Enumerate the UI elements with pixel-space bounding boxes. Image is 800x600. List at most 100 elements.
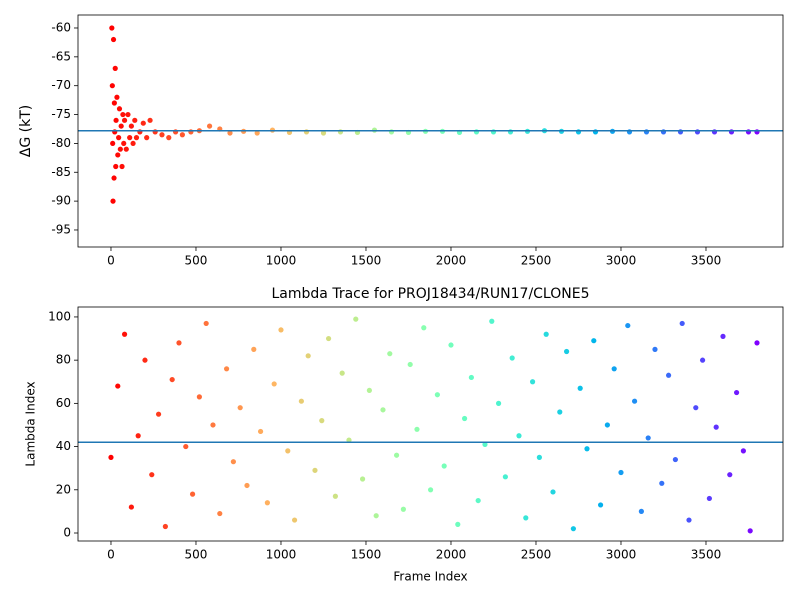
point: [166, 135, 172, 141]
x-tick-label: 2500: [521, 254, 552, 268]
point: [713, 424, 719, 430]
point: [523, 515, 529, 521]
point: [117, 146, 123, 152]
point: [346, 437, 352, 443]
point: [285, 448, 291, 454]
point: [278, 327, 284, 333]
point: [638, 508, 644, 514]
point: [147, 117, 153, 123]
x-tick-label: 0: [107, 254, 115, 268]
point: [271, 381, 277, 387]
point: [489, 318, 495, 324]
point: [230, 459, 236, 465]
point: [414, 426, 420, 432]
point: [110, 140, 116, 147]
point: [631, 398, 638, 404]
point: [244, 482, 250, 489]
point: [312, 467, 318, 473]
point: [482, 441, 488, 448]
point: [176, 340, 182, 346]
point: [115, 152, 121, 158]
point: [123, 146, 129, 152]
point: [237, 405, 243, 411]
point: [135, 433, 141, 439]
point: [142, 357, 148, 363]
point: [461, 415, 468, 422]
point: [155, 411, 162, 417]
point: [121, 117, 128, 123]
point: [706, 495, 712, 502]
point: [584, 446, 590, 452]
point: [162, 523, 168, 530]
point: [387, 351, 393, 357]
axes-frame: [77, 306, 784, 542]
x-axis-label: Frame Index: [393, 570, 467, 584]
chart-title: Lambda Trace for PROJ18434/RUN17/CLONE5: [272, 286, 590, 302]
point: [257, 428, 264, 435]
point: [557, 409, 563, 415]
x-tick-label: 3000: [606, 548, 637, 562]
x-tick-label: 1500: [351, 548, 382, 562]
point: [305, 353, 311, 359]
point: [108, 454, 114, 460]
y-axis-label: Lambda Index: [24, 381, 38, 466]
point: [227, 130, 233, 136]
point: [119, 163, 125, 170]
point: [754, 340, 760, 346]
point: [130, 140, 136, 147]
point: [332, 493, 338, 499]
y-tick-label: -90: [51, 194, 71, 208]
point: [543, 331, 549, 337]
point: [128, 504, 134, 510]
x-tick-label: 1000: [266, 548, 297, 562]
point: [325, 335, 332, 342]
point: [455, 521, 461, 527]
point: [550, 489, 556, 495]
point: [679, 320, 685, 327]
point: [110, 198, 116, 204]
point: [111, 100, 117, 106]
y-tick-label: -60: [51, 20, 71, 34]
point: [366, 387, 372, 394]
point: [320, 130, 327, 136]
point: [339, 370, 345, 376]
y-tick-label: -65: [51, 49, 71, 63]
point: [196, 394, 202, 400]
point: [109, 25, 115, 31]
x-tick-label: 1000: [266, 254, 297, 268]
point: [254, 130, 260, 136]
y-tick-label: 80: [56, 353, 71, 367]
point: [495, 400, 502, 406]
point: [502, 474, 508, 480]
point: [597, 502, 604, 508]
point: [516, 433, 522, 439]
point: [116, 106, 123, 112]
y-tick-label: -70: [51, 78, 71, 92]
point: [611, 366, 617, 372]
point: [149, 472, 155, 478]
point: [144, 135, 150, 141]
point: [111, 175, 117, 181]
point: [475, 497, 481, 504]
point: [298, 398, 304, 404]
point: [625, 322, 631, 329]
point: [264, 500, 270, 506]
y-tick-label: -95: [51, 222, 71, 236]
x-tick-label: 2000: [436, 254, 467, 268]
point: [133, 135, 140, 141]
point: [114, 94, 120, 100]
point: [421, 325, 427, 331]
y-axis-label: ΔG (kT): [18, 105, 34, 157]
y-tick-label: 100: [48, 309, 71, 323]
point: [380, 407, 386, 413]
y-tick-label: -75: [51, 107, 71, 121]
point: [189, 491, 196, 497]
point: [468, 374, 474, 381]
point: [699, 357, 706, 363]
point: [645, 435, 651, 441]
point: [125, 111, 131, 118]
point: [109, 83, 115, 89]
point: [159, 132, 165, 138]
point: [110, 36, 117, 43]
x-tick-label: 500: [185, 254, 208, 268]
